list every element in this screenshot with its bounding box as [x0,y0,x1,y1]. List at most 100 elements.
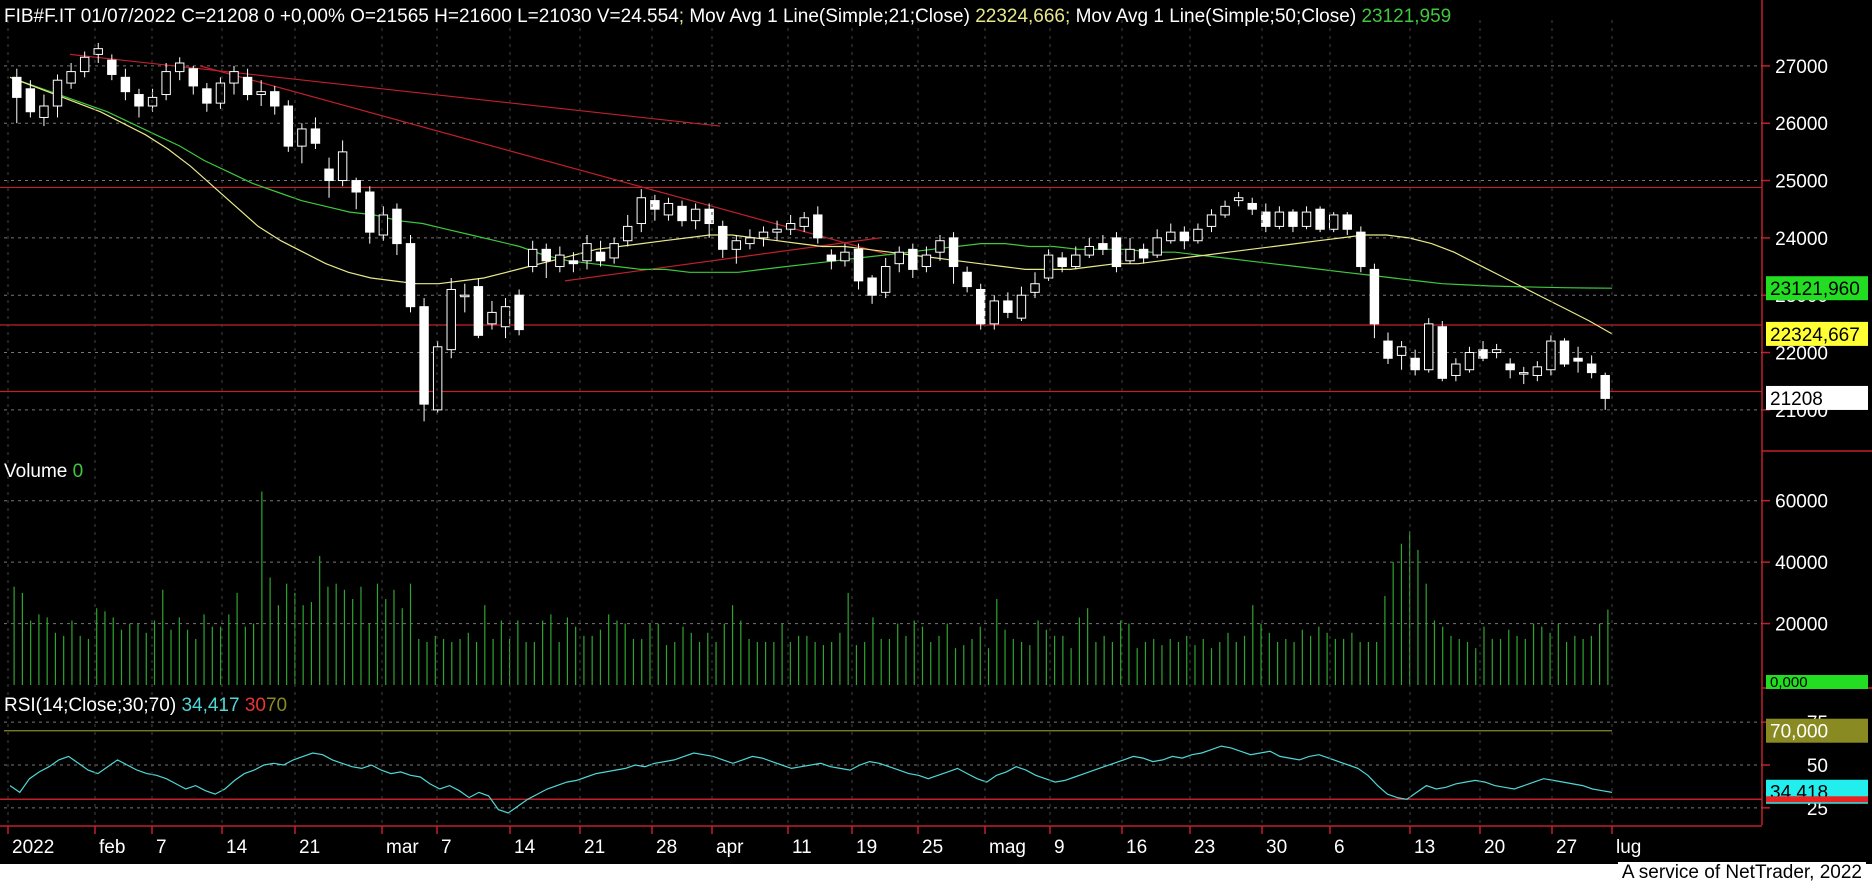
candle-up [432,346,443,411]
candle-up [39,105,49,118]
candle-up [93,48,103,55]
candle-up [799,217,809,227]
candle-up [161,71,171,96]
symbol: FIB#F.IT [4,6,76,27]
candle-down [324,168,334,182]
candle-down [134,94,144,107]
candle-down [514,294,524,331]
ma50-line [9,76,1613,289]
candle-down [419,306,429,405]
time-tick-label: 21 [299,837,320,858]
trend-line [564,237,881,282]
price-tag: 22324,667 [1766,321,1868,346]
time-tick-label: 27 [1556,837,1577,858]
candle-up [79,56,90,73]
time-tick-label: 6 [1334,837,1345,858]
time-tick-label: 13 [1414,837,1435,858]
candle-down [25,88,36,113]
candle-down [1410,357,1420,371]
price-tick-label: 25000 [1775,172,1828,193]
candle-up [1491,349,1502,354]
candle-down [1342,214,1352,230]
volume-value: V=24.554 [596,6,679,27]
candle-up [1424,323,1434,371]
time-tick-label: 28 [656,837,677,858]
candle-up [663,202,674,216]
candle-down [242,76,253,96]
candle-up [758,231,769,239]
volume-tick-label: 60000 [1775,492,1828,513]
change-value: 0 +0,00% [264,6,345,27]
low-value: L=21030 [517,6,592,27]
candle-down [595,251,606,262]
price-tag-label: 23121,960 [1770,279,1860,300]
candle-up [527,248,538,268]
time-tick-label: 20 [1484,837,1505,858]
candle-up [1396,346,1407,356]
candle-down [1573,357,1583,362]
candle-up [1464,352,1475,371]
rsi-lower: 30 [244,695,266,716]
candle-up [745,237,755,245]
volume-tick-label: 40000 [1775,553,1828,574]
candle-up [337,151,348,182]
price-tag-bg [1766,321,1868,346]
ma21-line [9,76,1613,335]
price-tick-label: 27000 [1775,57,1828,78]
candle-down [12,76,22,98]
candle-down [962,271,972,288]
candle-up [66,71,76,84]
candle-down [541,248,551,262]
candle-down [908,248,918,270]
price-tick-label: 26000 [1775,114,1828,135]
candle-up [894,251,904,265]
candle-up [446,288,456,351]
candle-up [935,240,945,253]
candle-up [1152,237,1162,256]
ma50-label: Mov Avg 1 Line(Simple;50;Close) [1075,6,1357,27]
candle-up [1519,372,1529,375]
time-tick-label: 14 [514,837,536,858]
candle-down [853,248,864,282]
candle-up [840,251,850,262]
candle-up [1328,214,1339,230]
price-tick-label: 22000 [1775,344,1828,365]
candle-up [1206,214,1217,227]
candle-up [1016,294,1027,319]
candle-down [718,225,728,250]
candle-up [623,225,633,242]
candle-down [1057,257,1067,268]
time-tick-label: feb [99,837,125,858]
bar-date: 01/07/2022 [80,6,176,27]
candle-down [1288,211,1298,227]
candle-up [215,82,226,104]
rsi-tag-bg [1766,718,1868,743]
candle-down [1505,363,1515,371]
candle-down [351,180,361,193]
candle-up [487,311,497,325]
candle-down [813,214,823,239]
candle-up [989,300,999,325]
candle-down [1586,363,1597,374]
candle-up [1193,228,1203,242]
candle-down [1369,268,1380,325]
candle-down [310,128,321,144]
volume-label: Volume [4,461,68,482]
candle-down [270,91,280,107]
time-tick-label: mag [989,837,1026,858]
high-value: H=21600 [434,6,512,27]
ma21-label: Mov Avg 1 Line(Simple;21;Close) [689,6,970,27]
candle-down [1383,340,1393,359]
time-tick-label: apr [716,837,744,858]
candle-up [555,254,565,268]
time-tick-label: 19 [856,837,877,858]
rsi-tick-label: 25 [1807,799,1828,820]
time-tick-label: 2022 [12,837,54,858]
candle-down [1138,248,1149,259]
volume-badge-bg [1766,675,1868,689]
volume-tick-label: 20000 [1775,615,1828,636]
candle-up [460,294,470,298]
trend-line [199,65,891,256]
candle-up [636,197,647,225]
